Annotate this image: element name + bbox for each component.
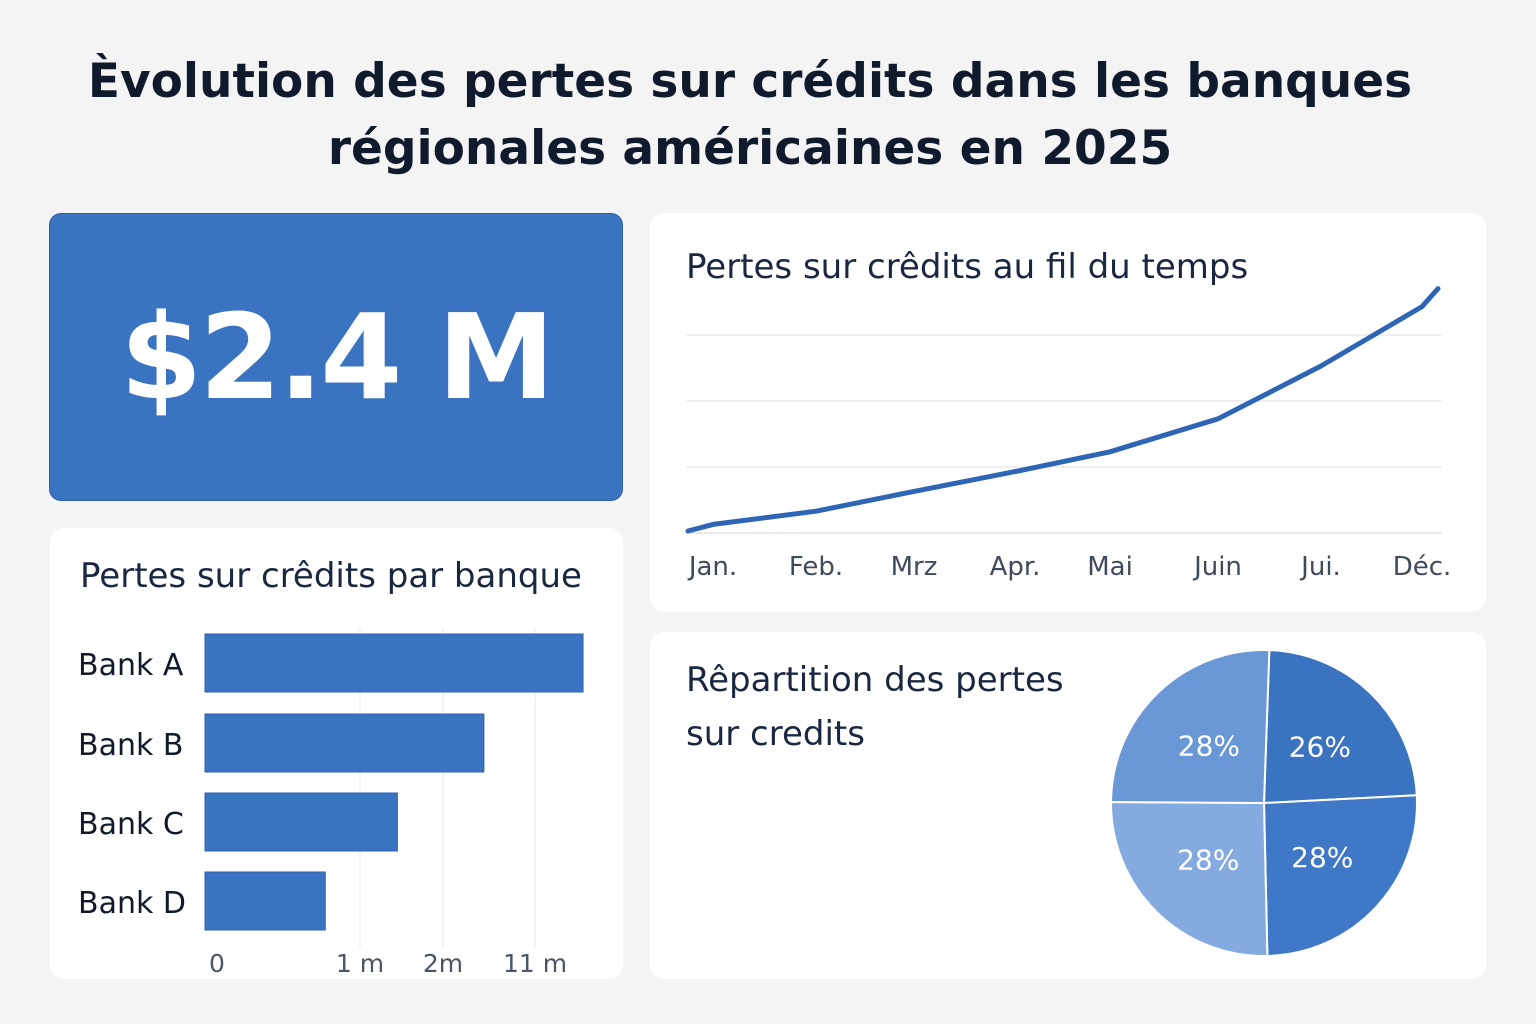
kpi-value: $2.4 M bbox=[120, 288, 555, 426]
slice-label: 26% bbox=[1289, 730, 1351, 763]
x-tick-label: Jui. bbox=[1299, 552, 1341, 582]
bar-chart: Bank A Bank B Bank C Bank D 0 1 m 2m 11 m bbox=[78, 628, 584, 978]
bar bbox=[204, 871, 326, 931]
x-tick-label: 11 m bbox=[503, 949, 567, 978]
line-chart-title: Pertes sur crêdits au fil du temps bbox=[686, 247, 1249, 287]
pie-slice bbox=[1262, 794, 1418, 957]
category-label: Bank D bbox=[78, 886, 186, 921]
x-tick-label: Mrz bbox=[891, 552, 938, 582]
pie-slice bbox=[1110, 801, 1269, 957]
page-title: Èvolution des pertes sur crédits dans le… bbox=[87, 54, 1413, 176]
pie-chart: 26% 28% 28% 28% bbox=[1109, 649, 1418, 957]
kpi-card: $2.4 M bbox=[49, 213, 623, 501]
pie-slice bbox=[1109, 649, 1271, 805]
bar-chart-card: Pertes sur crêdits par banque Bank A Bank… bbox=[50, 528, 623, 979]
series-line bbox=[685, 286, 1441, 534]
pie-slice bbox=[1262, 649, 1418, 805]
slice-label: 28% bbox=[1177, 844, 1239, 877]
x-tick-label: Juin bbox=[1192, 552, 1242, 582]
pie-chart-title-line2: sur credits bbox=[686, 714, 865, 754]
x-tick-label: Déc. bbox=[1393, 552, 1452, 582]
bar bbox=[204, 713, 485, 773]
line-chart: Jan. Feb. Mrz Apr. Mai Juin Jui. Déc. bbox=[685, 286, 1452, 582]
bar bbox=[204, 792, 398, 852]
category-label: Bank C bbox=[78, 807, 184, 842]
x-tick-label: Mai bbox=[1087, 552, 1133, 582]
bar-chart-title: Pertes sur crêdits par banque bbox=[80, 556, 582, 596]
category-label: Bank A bbox=[78, 648, 184, 683]
x-tick-label: Apr. bbox=[990, 552, 1041, 582]
slice-label: 28% bbox=[1178, 730, 1240, 763]
x-tick-label: 2m bbox=[423, 949, 463, 978]
line-chart-card: Pertes sur crêdits au fil du temps Jan. F… bbox=[650, 213, 1486, 612]
pie-chart-card: Rêpartition des pertes sur credits 26% 28… bbox=[650, 632, 1486, 979]
slice-label: 28% bbox=[1291, 841, 1353, 874]
x-tick-label: 1 m bbox=[336, 949, 384, 978]
bar bbox=[204, 633, 584, 693]
pie-chart-title: Rêpartition des pertes bbox=[686, 660, 1064, 700]
x-tick-label: Jan. bbox=[687, 552, 737, 582]
x-tick-label: 0 bbox=[209, 949, 225, 978]
category-label: Bank B bbox=[78, 728, 183, 763]
x-tick-label: Feb. bbox=[789, 552, 843, 582]
